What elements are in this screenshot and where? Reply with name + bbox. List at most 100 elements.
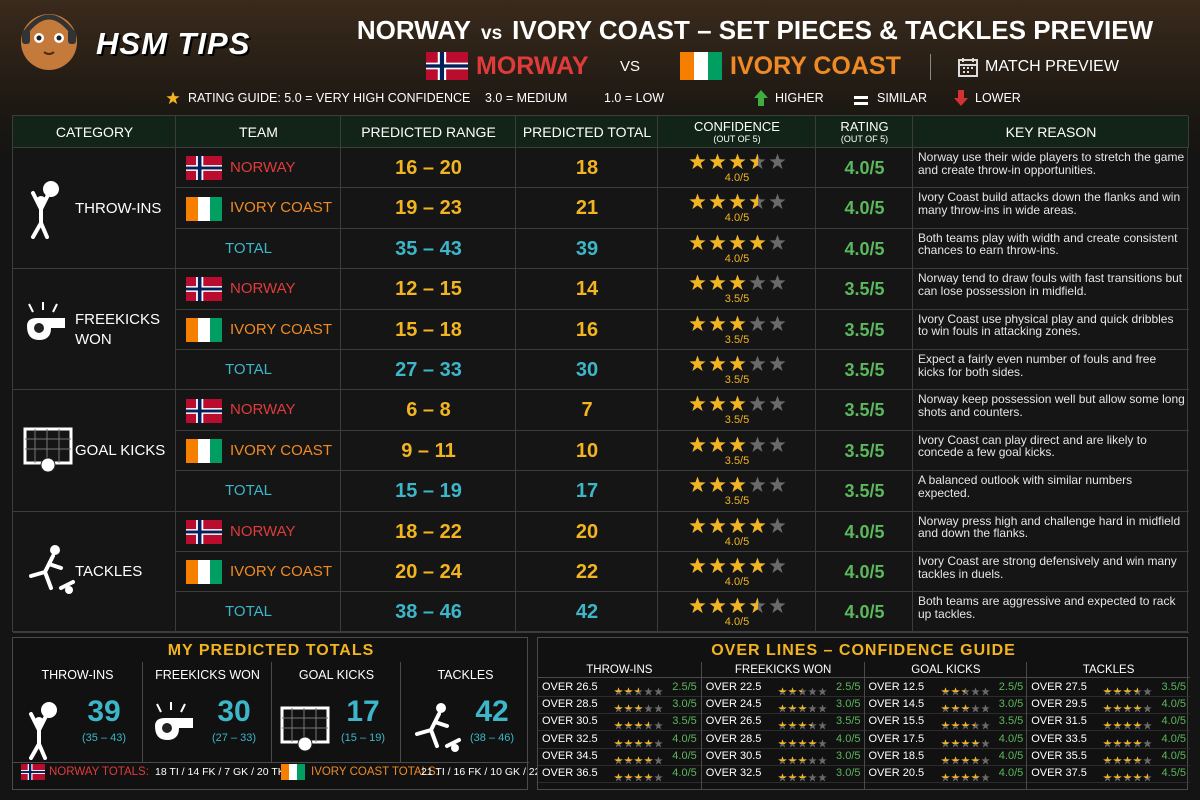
- star: [689, 597, 706, 614]
- key-reason: Norway press high and challenge hard in …: [918, 513, 1181, 541]
- star-fill: [788, 717, 797, 727]
- icon: [1123, 756, 1132, 761]
- column-header: CONFIDENCE: [694, 119, 780, 134]
- vs-text: VS: [620, 58, 641, 75]
- star-fill: [1133, 735, 1142, 744]
- icon-part: [709, 234, 726, 250]
- star: [798, 769, 807, 782]
- icon-part: [954, 90, 968, 106]
- icon-part: [940, 773, 950, 778]
- star: [1123, 700, 1132, 713]
- icon-part: [940, 721, 950, 727]
- total-cell: 7: [516, 390, 658, 431]
- summary-range: (27 – 33): [211, 732, 257, 744]
- star-fill: [970, 717, 975, 727]
- icon-part: [654, 756, 663, 765]
- star: [778, 700, 787, 713]
- range-cell: 9 – 11: [341, 430, 516, 472]
- column-header: RATING: [840, 119, 889, 134]
- icon-part: [980, 704, 990, 713]
- star: [614, 752, 623, 765]
- icon-part: [1123, 721, 1132, 727]
- icon: [1133, 738, 1142, 744]
- over-line: OVER 24.5: [705, 698, 762, 711]
- star: [729, 395, 746, 412]
- icon: [1143, 687, 1152, 696]
- column-header: CATEGORY: [55, 124, 134, 140]
- star-rating: [614, 752, 663, 765]
- icon: [614, 704, 623, 710]
- star: [709, 274, 726, 291]
- icon: [709, 517, 726, 533]
- icon-part: [624, 721, 633, 727]
- icon: [749, 476, 766, 493]
- summary-label: THROW-INS: [41, 668, 114, 682]
- star: [798, 700, 807, 713]
- predicted-range: 9 – 11: [401, 439, 456, 462]
- confidence-cell: 4.0/5: [658, 228, 816, 270]
- star: [634, 683, 643, 696]
- icon: [818, 687, 827, 696]
- icon-part: [749, 396, 766, 412]
- equal-icon: [854, 93, 868, 105]
- icon-part: [634, 721, 643, 727]
- icon: [754, 90, 768, 106]
- icon-part: [624, 756, 633, 761]
- icon-part: [754, 90, 768, 106]
- star-fill: [624, 735, 633, 744]
- icon-part: [1133, 687, 1138, 692]
- team-name: TOTAL: [225, 361, 272, 378]
- divider: [13, 762, 529, 763]
- icon: [689, 517, 706, 533]
- range-cell: 27 – 33: [341, 350, 516, 391]
- icon-part: [709, 315, 726, 331]
- legend-higher: HIGHER: [775, 91, 824, 105]
- star: [749, 234, 766, 251]
- icon: [769, 274, 786, 291]
- range-cell: 35 – 43: [341, 228, 516, 270]
- icon-part: [769, 598, 786, 614]
- star: [689, 476, 706, 493]
- confidence-cell: 4.0/5: [658, 148, 816, 189]
- star-fill: [788, 735, 797, 744]
- over-column: THROW-INS OVER 26.5 2.5/5 OVER 28.5 3.0/5 OVE…: [538, 662, 701, 790]
- icon: [614, 756, 623, 761]
- arrow-down: [954, 90, 968, 106]
- star: [808, 752, 817, 765]
- star-fill: [1113, 752, 1122, 761]
- icon-part: [614, 756, 623, 761]
- star: [709, 476, 726, 493]
- icon: [788, 721, 797, 727]
- star: [654, 769, 663, 782]
- over-rating: 3.5/5: [672, 715, 697, 728]
- star-fill: [798, 717, 807, 727]
- legend-star: [166, 91, 180, 105]
- over-column-header: THROW-INS: [538, 662, 701, 678]
- icon: [950, 704, 960, 710]
- total-cell: 21: [516, 188, 658, 229]
- header-cell: CONFIDENCE (OUT OF 5): [658, 116, 816, 148]
- star-fill: [1103, 752, 1112, 761]
- star-fill: [709, 153, 726, 170]
- header-cell: PREDICTED TOTAL: [516, 116, 658, 148]
- icon-part: [729, 436, 746, 452]
- over-line: OVER 14.5: [868, 698, 925, 711]
- team-name: IVORY COAST: [230, 441, 332, 459]
- icon-part: [1143, 773, 1148, 778]
- icon: [729, 396, 746, 412]
- over-line: OVER 12.5: [868, 681, 925, 693]
- star: [788, 683, 797, 696]
- icon-part: [186, 196, 198, 221]
- icon-part: [1113, 687, 1122, 692]
- team-cell: TOTAL: [176, 228, 341, 270]
- predicted-range: 18 – 22: [395, 520, 462, 543]
- icon-part: [798, 687, 807, 696]
- range-cell: 19 – 23: [341, 188, 516, 229]
- icon-part: [778, 738, 787, 744]
- star-fill: [614, 700, 623, 710]
- icon: [950, 773, 960, 778]
- column-header: KEY REASON: [1005, 124, 1097, 140]
- star-fill: [950, 735, 960, 744]
- icon-part: [415, 712, 461, 748]
- star: [729, 193, 746, 210]
